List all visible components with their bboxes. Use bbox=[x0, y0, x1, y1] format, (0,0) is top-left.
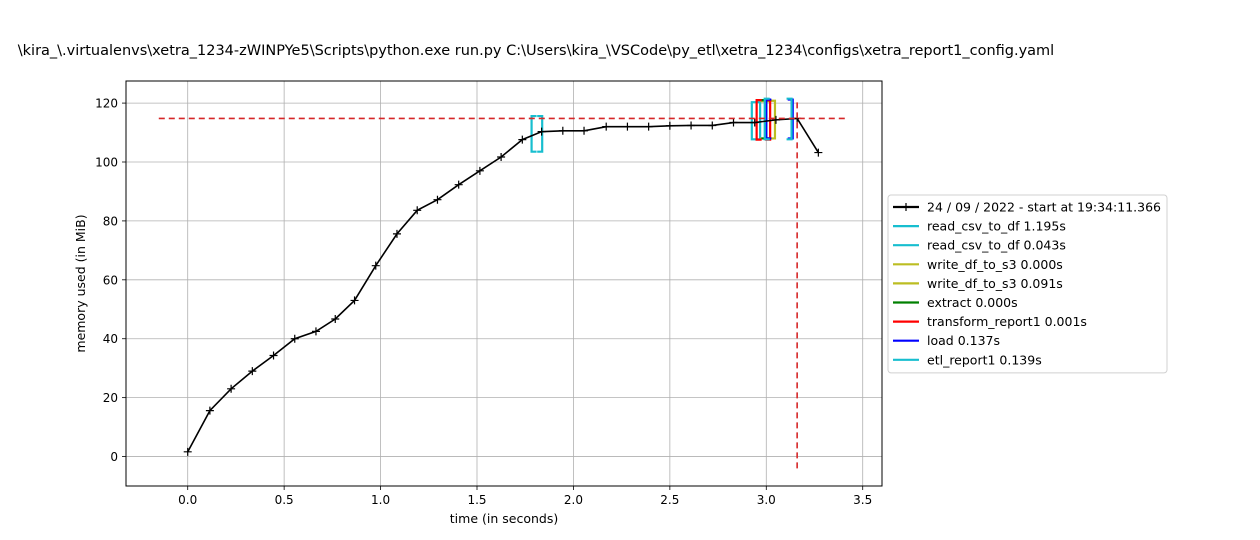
data-point-marker bbox=[269, 351, 278, 360]
plot-area bbox=[125, 80, 883, 487]
data-point-marker bbox=[248, 367, 257, 376]
data-point-marker bbox=[602, 122, 611, 131]
x-tick-label: 3.0 bbox=[757, 493, 776, 507]
legend-label: read_csv_to_df 1.195s bbox=[927, 219, 1066, 234]
legend-label: write_df_to_s3 0.091s bbox=[927, 276, 1063, 291]
data-point-marker bbox=[433, 195, 442, 204]
x-tick-label: 1.5 bbox=[467, 493, 486, 507]
legend-label: transform_report1 0.001s bbox=[927, 314, 1087, 329]
data-point-marker bbox=[497, 152, 506, 161]
data-point-marker bbox=[771, 115, 780, 124]
data-point-marker bbox=[392, 229, 401, 238]
x-tick-label: 1.0 bbox=[371, 493, 390, 507]
y-tick-label: 20 bbox=[103, 391, 118, 405]
data-point-marker bbox=[371, 261, 380, 270]
data-point-marker bbox=[227, 384, 236, 393]
x-tick-label: 3.5 bbox=[853, 493, 872, 507]
legend-label: etl_report1 0.139s bbox=[927, 352, 1042, 367]
legend: 24 / 09 / 2022 - start at 19:34:11.366 re… bbox=[887, 194, 1168, 374]
y-tick-label: 120 bbox=[95, 97, 118, 111]
y-tick-label: 0 bbox=[110, 450, 118, 464]
data-point-marker bbox=[454, 180, 463, 189]
data-point-marker bbox=[475, 166, 484, 175]
legend-label: 24 / 09 / 2022 - start at 19:34:11.366 bbox=[927, 200, 1161, 215]
x-tick-label: 0.5 bbox=[275, 493, 294, 507]
data-point-marker bbox=[413, 206, 422, 215]
y-tick-label: 60 bbox=[103, 273, 118, 287]
x-tick-label: 2.0 bbox=[564, 493, 583, 507]
legend-label: write_df_to_s3 0.000s bbox=[927, 257, 1063, 272]
axes-background bbox=[126, 81, 882, 486]
legend-label: load 0.137s bbox=[927, 333, 1000, 348]
x-tick-label: 2.5 bbox=[660, 493, 679, 507]
x-axis-ticks: 0.0 0.5 1.0 1.5 2.0 2.5 3.0 3.5 bbox=[178, 486, 872, 507]
data-point-marker bbox=[290, 334, 299, 343]
axes-frame bbox=[125, 80, 883, 487]
data-point-marker bbox=[814, 148, 823, 157]
x-tick-label: 0.0 bbox=[178, 493, 197, 507]
data-point-marker bbox=[623, 122, 632, 131]
legend-marker bbox=[902, 203, 910, 211]
data-point-marker bbox=[665, 121, 674, 130]
data-point-marker bbox=[580, 126, 589, 135]
data-point-marker bbox=[311, 327, 320, 336]
data-point-marker bbox=[729, 118, 738, 127]
data-point-marker bbox=[750, 118, 759, 127]
y-axis-ticks: 0 20 40 60 80 100 120 bbox=[95, 97, 126, 464]
grid-lines bbox=[126, 81, 882, 486]
legend-label: read_csv_to_df 0.043s bbox=[927, 238, 1066, 253]
data-point-marker bbox=[537, 127, 546, 136]
y-tick-label: 40 bbox=[103, 332, 118, 346]
data-point-marker bbox=[708, 121, 717, 130]
data-point-marker bbox=[644, 122, 653, 131]
data-point-marker bbox=[350, 296, 359, 305]
data-point-marker bbox=[205, 406, 214, 415]
legend-label: extract 0.000s bbox=[927, 295, 1018, 310]
data-point-marker bbox=[687, 121, 696, 130]
data-point-marker bbox=[558, 126, 567, 135]
y-tick-label: 80 bbox=[103, 214, 118, 228]
x-axis-label: time (in seconds) bbox=[450, 511, 558, 526]
max-memory-markers bbox=[158, 101, 848, 469]
y-axis-label: memory used (in MiB) bbox=[73, 214, 88, 352]
y-tick-label: 100 bbox=[95, 156, 118, 170]
legend-box bbox=[887, 194, 1168, 374]
chart-title: \kira_\.virtualenvs\xetra_1234-zWINPYe5\… bbox=[18, 43, 1054, 59]
memory-series bbox=[183, 114, 823, 456]
data-point-marker bbox=[183, 447, 192, 456]
data-point-marker bbox=[331, 314, 340, 323]
data-point-marker bbox=[518, 135, 527, 144]
